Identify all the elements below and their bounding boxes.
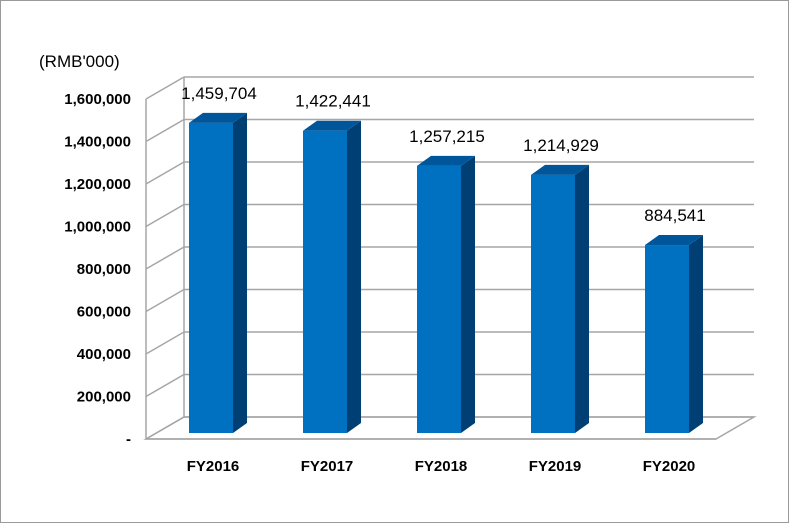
bar-top — [303, 120, 361, 131]
data-label: 1,214,929 — [523, 136, 599, 155]
x-tick-label: FY2018 — [415, 458, 468, 475]
y-tick-label: 800,000 — [77, 261, 131, 278]
y-tick-label: - — [126, 431, 131, 448]
bar-layer — [189, 112, 703, 434]
bar-top — [645, 235, 703, 246]
bar-front — [417, 165, 461, 434]
bar-fy2018 — [417, 155, 475, 434]
gridline-side — [145, 246, 185, 270]
data-label: 884,541 — [644, 206, 705, 225]
y-tick-label: 200,000 — [77, 389, 131, 406]
data-label: 1,422,441 — [295, 92, 371, 111]
bar-front — [189, 122, 233, 433]
bar-side — [347, 120, 361, 433]
y-tick-label: 1,200,000 — [64, 176, 131, 193]
gridline-side — [145, 161, 185, 185]
y-tick-label: 1,600,000 — [64, 91, 131, 108]
x-tick-label: FY2020 — [643, 458, 696, 475]
x-tick-label: FY2016 — [187, 458, 240, 475]
bar-side — [233, 112, 247, 433]
bar-side — [575, 164, 589, 434]
data-label: 1,459,704 — [181, 84, 257, 103]
bar-fy2016 — [189, 112, 247, 433]
gridline-side — [145, 373, 185, 398]
gridline-side — [145, 203, 185, 228]
bar-top — [531, 164, 589, 175]
x-tick-label: FY2017 — [301, 458, 354, 475]
bar-top — [417, 155, 475, 166]
bar-fy2017 — [303, 120, 361, 433]
y-tick-label: 1,400,000 — [64, 134, 131, 151]
y-tick-label: 1,000,000 — [64, 219, 131, 236]
gridline-side — [145, 76, 185, 100]
y-tick-label: 400,000 — [77, 346, 131, 363]
bar-front — [645, 245, 689, 433]
gridline-side — [145, 331, 185, 355]
bar-top — [189, 112, 247, 123]
bar-side — [461, 155, 475, 434]
bar-fy2020 — [645, 235, 703, 433]
gridline-side — [145, 288, 185, 313]
y-tick-label: 600,000 — [77, 304, 131, 321]
bar-fy2019 — [531, 164, 589, 434]
bar-front — [303, 130, 347, 433]
label-layer: - 200,000 400,000 600,000 800,000 1,000,000 1,… — [64, 84, 705, 475]
x-tick-label: FY2019 — [529, 458, 582, 475]
unit-label: (RMB'000) — [39, 52, 120, 71]
gridline-side — [145, 118, 185, 143]
bar-side — [689, 235, 703, 433]
data-label: 1,257,215 — [409, 127, 485, 146]
bar-front — [531, 174, 575, 434]
